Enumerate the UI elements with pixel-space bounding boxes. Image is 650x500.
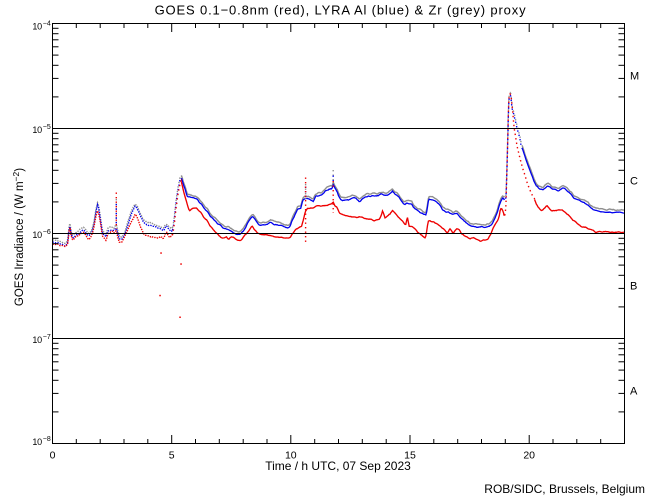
svg-text:10: 10: [32, 437, 42, 447]
svg-text:10: 10: [32, 335, 42, 345]
svg-text:GOES Irradiance / (W m−2): GOES Irradiance / (W m−2): [11, 168, 26, 306]
svg-text:−4: −4: [43, 21, 51, 28]
svg-text:ROB/SIDC, Brussels, Belgium: ROB/SIDC, Brussels, Belgium: [484, 482, 645, 496]
svg-text:C: C: [630, 176, 638, 188]
svg-text:10: 10: [32, 22, 42, 32]
svg-text:B: B: [630, 281, 637, 293]
svg-text:10: 10: [32, 230, 42, 240]
svg-text:10: 10: [32, 125, 42, 135]
svg-text:−5: −5: [43, 124, 51, 131]
svg-text:0: 0: [50, 449, 56, 461]
svg-text:Time / h UTC, 07 Sep 2023: Time / h UTC, 07 Sep 2023: [265, 459, 411, 473]
svg-text:M: M: [630, 71, 639, 83]
svg-text:−8: −8: [43, 436, 51, 443]
svg-text:20: 20: [523, 449, 535, 461]
svg-text:A: A: [630, 386, 638, 398]
svg-text:15: 15: [404, 449, 416, 461]
svg-text:5: 5: [169, 449, 175, 461]
svg-text:−7: −7: [43, 334, 51, 341]
svg-text:−6: −6: [43, 229, 51, 236]
svg-text:10: 10: [285, 449, 297, 461]
svg-text:GOES 0.1−0.8nm (red), LYRA Al: GOES 0.1−0.8nm (red), LYRA Al (blue) & Z…: [155, 3, 527, 18]
